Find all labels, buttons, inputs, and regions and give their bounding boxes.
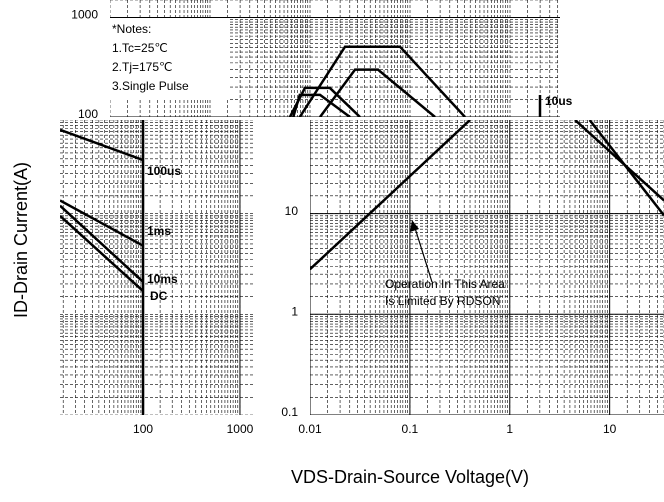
annotation: 100us bbox=[147, 164, 181, 178]
series-line bbox=[60, 214, 144, 293]
panel: 100 1000 *Notes: 1.Tc=25℃ 2.Tj=175℃ 3.Single … bbox=[71, 0, 573, 121]
series-line bbox=[60, 204, 144, 283]
note: 2.Tj=175℃ bbox=[112, 60, 173, 74]
series-line bbox=[319, 68, 436, 117]
x-tick-label: 0.01 bbox=[298, 422, 322, 436]
y-tick-label: 100 bbox=[78, 107, 98, 121]
annotation: 1ms bbox=[147, 224, 171, 238]
annotation: Operation In This Area bbox=[385, 277, 505, 291]
x-tick-label: 1000 bbox=[227, 422, 254, 436]
note: 3.Single Pulse bbox=[112, 79, 189, 93]
series-line bbox=[298, 45, 466, 117]
plot-area bbox=[310, 120, 664, 415]
y-tick-label: 10 bbox=[285, 204, 299, 218]
x-tick-label: 1 bbox=[506, 422, 513, 436]
x-axis-label: VDS-Drain-Source Voltage(V) bbox=[291, 467, 529, 487]
annotation: 10ms bbox=[147, 272, 178, 286]
panel: 100 1000 100us 1ms 10ms DC bbox=[60, 120, 255, 436]
plot-area bbox=[60, 120, 255, 415]
series-line bbox=[310, 120, 471, 271]
series-line bbox=[60, 199, 144, 247]
series-line bbox=[588, 120, 664, 217]
arrow-line bbox=[414, 227, 433, 283]
y-tick-label: 1000 bbox=[71, 8, 98, 22]
x-tick-label: 0.1 bbox=[402, 422, 419, 436]
annotation: DC bbox=[150, 289, 168, 303]
annotation: Is Limited By RDSON bbox=[385, 294, 500, 308]
panel-background bbox=[255, 120, 664, 420]
notes-box bbox=[110, 18, 230, 100]
note: 1.Tc=25℃ bbox=[112, 41, 168, 55]
y-axis-label: ID-Drain Current(A) bbox=[11, 162, 31, 318]
series-line bbox=[292, 93, 351, 117]
arrow-head bbox=[410, 220, 419, 232]
annotation: 10us bbox=[545, 94, 573, 108]
note: *Notes: bbox=[112, 22, 151, 36]
y-tick-label: 1 bbox=[291, 304, 298, 318]
x-tick-label: 100 bbox=[133, 422, 153, 436]
y-tick-label: 0.1 bbox=[281, 405, 298, 419]
x-tick-label: 10 bbox=[603, 422, 617, 436]
series-line bbox=[60, 128, 144, 162]
